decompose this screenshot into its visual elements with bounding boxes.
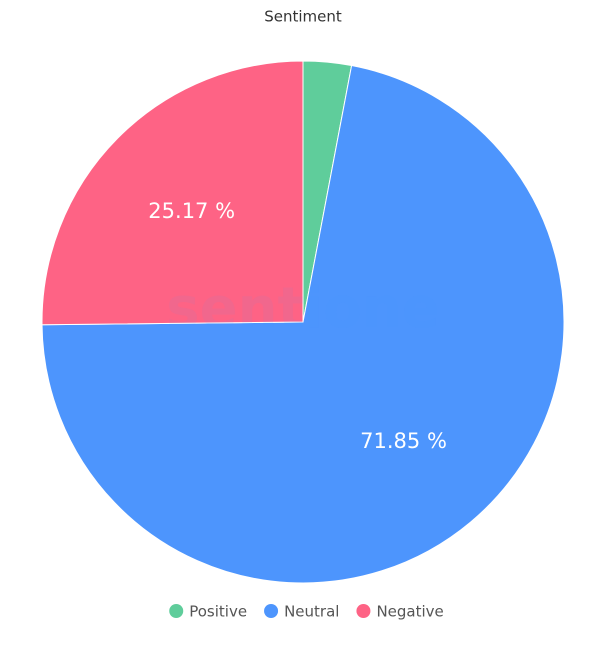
slice-label: 25.17 %	[148, 199, 235, 223]
slice-label: 71.85 %	[360, 429, 447, 453]
legend-label: Positive	[189, 603, 247, 621]
pie-slice	[41, 60, 304, 326]
watermark: sentione	[166, 276, 439, 341]
legend-label: Negative	[376, 603, 443, 621]
pie-slice	[41, 64, 565, 584]
legend-item[interactable]: Negative	[356, 603, 444, 621]
legend-item[interactable]: Positive	[169, 603, 247, 621]
pie	[41, 60, 565, 584]
legend-marker	[356, 604, 371, 618]
legend: Positive Neutral Negative	[169, 603, 444, 621]
legend-label: Neutral	[284, 603, 339, 621]
legend-item[interactable]: Neutral	[264, 603, 339, 621]
legend-marker	[169, 604, 184, 618]
chart-title: Sentiment	[264, 8, 342, 26]
labels: 71.85 % 25.17 %	[148, 199, 447, 453]
legend-marker	[264, 604, 279, 618]
